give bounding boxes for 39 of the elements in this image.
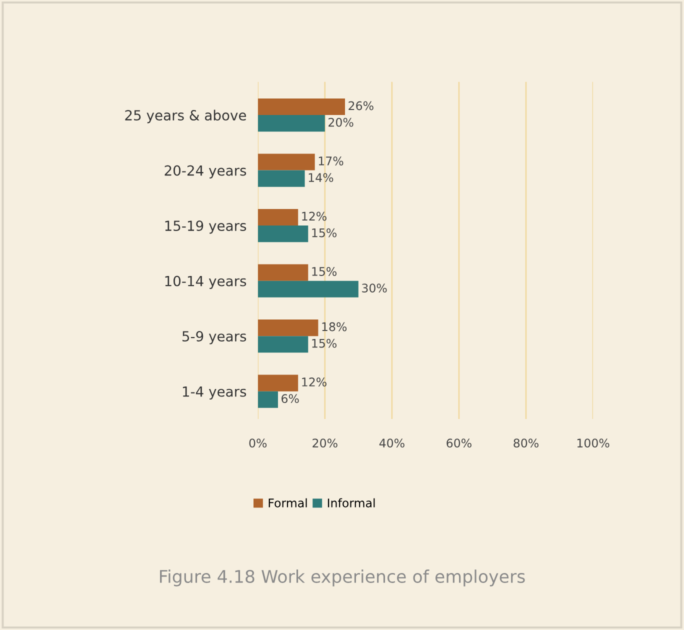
bar (258, 336, 308, 353)
y-tick-label: 5-9 years (182, 331, 246, 344)
data-label: 15% (312, 228, 337, 238)
x-tick-label: 80% (514, 438, 538, 448)
bar (258, 115, 325, 132)
bar (258, 170, 305, 187)
bar (258, 208, 298, 226)
data-label: 17% (318, 156, 344, 166)
x-tick-label: 60% (446, 438, 472, 448)
y-tick-label: 20-24 years (164, 165, 246, 178)
legend-label: Informal (328, 498, 375, 508)
data-label: 14% (308, 173, 334, 182)
bar (258, 154, 315, 170)
y-tick-label: 10-14 years (165, 276, 246, 289)
data-label: 30% (362, 284, 387, 293)
x-tick-label: 0% (249, 438, 267, 448)
y-tick-label: 1-4 years (182, 386, 246, 400)
bar (258, 391, 278, 408)
x-tick-label: 40% (379, 438, 404, 448)
data-label: 15% (312, 338, 337, 348)
x-tick-label: 20% (312, 438, 338, 448)
x-tick-label: 100% (577, 438, 610, 448)
bar (258, 98, 346, 116)
y-tick-label: 15-19 years (165, 220, 246, 234)
data-label: 6% (282, 394, 299, 404)
text: Figure 4.18 Work experience of employers (160, 570, 525, 586)
data-label: 15% (312, 267, 337, 276)
data-label: 26% (348, 101, 374, 110)
data-label: 18% (322, 322, 347, 332)
data-label: 12% (302, 378, 326, 386)
legend-label: Formal (268, 498, 307, 508)
bar (258, 374, 298, 392)
y-tick-label: 25 years & above (125, 110, 246, 124)
data-label: 20% (328, 118, 354, 127)
bar (258, 319, 318, 336)
bar (258, 280, 358, 298)
bar (258, 226, 308, 242)
data-label: 12% (302, 212, 326, 221)
bar (258, 264, 308, 281)
